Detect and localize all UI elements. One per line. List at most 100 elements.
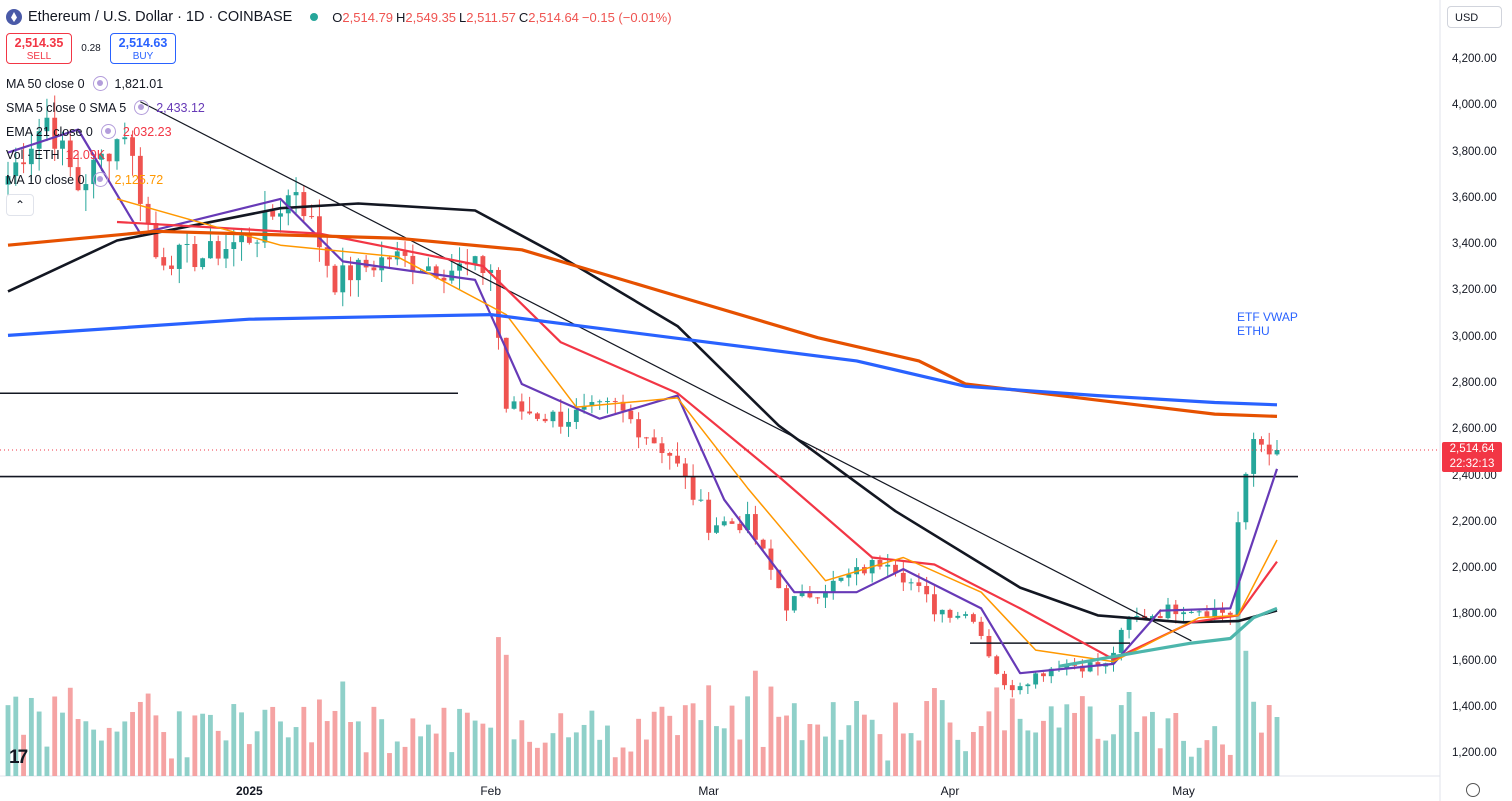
buy-label: BUY — [132, 51, 154, 62]
candle-body — [340, 265, 346, 293]
volume-bar — [21, 734, 26, 776]
candle-body — [838, 577, 844, 581]
candle-body — [714, 525, 719, 533]
volume-bar — [410, 718, 416, 776]
indicator-name: EMA 21 close 0 — [6, 124, 93, 139]
candle-body — [332, 265, 338, 293]
indicator-volume[interactable]: Vol · ETH 12.09K — [6, 148, 105, 162]
sell-button[interactable]: 2,514.35 SELL — [6, 33, 72, 64]
volume-bar — [861, 714, 867, 776]
candle-body — [246, 235, 252, 243]
annotation-line-1: ETF VWAP — [1237, 310, 1298, 324]
candle-body — [1196, 611, 1202, 613]
candle-body — [60, 140, 65, 149]
volume-bar — [402, 746, 408, 776]
volume-bar — [986, 711, 992, 776]
eye-icon[interactable] — [100, 124, 116, 139]
volume-bar — [714, 726, 719, 776]
candle-body — [947, 609, 953, 618]
eye-icon[interactable] — [134, 100, 150, 115]
indicator-name: Vol · ETH — [6, 148, 60, 162]
candle-body — [176, 244, 182, 269]
volume-bar — [387, 753, 392, 776]
candle-body — [1259, 439, 1264, 445]
indicator-sma5[interactable]: SMA 5 close 0 SMA 5 2,433.12 — [6, 100, 205, 115]
volume-bar — [161, 732, 167, 776]
candle-body — [5, 176, 11, 185]
volume-bar — [1274, 716, 1280, 776]
volume-bar — [784, 715, 789, 776]
candle-body — [83, 184, 89, 191]
eye-icon[interactable] — [92, 76, 108, 91]
volume-bar — [1095, 738, 1101, 776]
volume-bar — [176, 711, 182, 776]
candle-body — [986, 635, 992, 657]
candle-body — [355, 259, 361, 281]
volume-bar — [573, 732, 579, 776]
candle-body — [675, 455, 680, 464]
volume-bar — [418, 736, 424, 776]
close-value: 2,514.64 — [528, 9, 579, 25]
volume-bar — [830, 702, 836, 776]
currency-selector[interactable]: USD — [1447, 6, 1502, 28]
volume-bar — [542, 742, 548, 776]
volume-bar — [348, 722, 353, 776]
candle-body — [433, 266, 439, 278]
candle-body — [200, 258, 206, 268]
volume-bar — [675, 735, 680, 776]
candle-body — [223, 249, 229, 259]
volume-bar — [278, 721, 283, 776]
symbol-title[interactable]: Ethereum / U.S. Dollar · 1D · COINBASE — [28, 9, 293, 25]
candle-body — [924, 585, 930, 595]
volume-bar — [441, 707, 447, 776]
candle-body — [1033, 673, 1039, 685]
candle-body — [1095, 662, 1101, 667]
candle-body — [1041, 673, 1046, 677]
candle-body — [955, 615, 961, 618]
volume-bar — [807, 724, 813, 776]
candle-body — [394, 251, 400, 260]
candle-body — [916, 582, 922, 586]
candle-body — [44, 117, 50, 132]
volume-bar — [223, 740, 229, 776]
indicator-ma50[interactable]: MA 50 close 0 1,821.01 — [6, 76, 163, 91]
volume-bar — [854, 700, 860, 776]
eye-icon[interactable] — [92, 172, 108, 187]
candle-body — [441, 277, 447, 281]
ma50-line — [7, 202, 1278, 624]
volume-bar — [91, 729, 97, 776]
candle-body — [1048, 668, 1054, 677]
candle-body — [745, 514, 751, 531]
indicator-ma10[interactable]: MA 10 close 0 2,125.72 — [6, 172, 163, 187]
volume-bar — [464, 712, 470, 776]
volume-bar — [978, 726, 984, 776]
teal-ma-line — [1058, 606, 1278, 668]
candle-body — [527, 411, 533, 414]
candle-body — [324, 247, 330, 266]
volume-bar — [449, 752, 455, 776]
candle-body — [737, 523, 743, 531]
candle-body — [169, 265, 174, 269]
candle-body — [636, 419, 642, 438]
volume-bar — [301, 706, 307, 776]
volume-bar — [83, 721, 89, 776]
volume-bar — [511, 739, 517, 776]
volume-bar — [1118, 705, 1124, 776]
candle-body — [511, 401, 517, 409]
x-tick-label: Feb — [480, 784, 502, 798]
collapse-legend-button[interactable]: ⌃ — [6, 194, 34, 216]
tradingview-logo-icon[interactable]: 17 — [9, 747, 28, 768]
candle-body — [628, 410, 634, 420]
indicator-ema21[interactable]: EMA 21 close 0 2,032.23 — [6, 124, 172, 139]
buy-price: 2,514.63 — [118, 36, 168, 50]
volume-bar — [659, 706, 665, 776]
candle-body — [908, 582, 914, 584]
candle-body — [293, 192, 299, 196]
volume-bar — [799, 740, 805, 776]
volume-bar — [1251, 701, 1257, 776]
volume-bar — [1056, 727, 1062, 776]
volume-bar — [900, 733, 906, 776]
buy-button[interactable]: 2,514.63 BUY — [110, 33, 176, 64]
settings-gear-icon[interactable] — [1466, 783, 1480, 797]
